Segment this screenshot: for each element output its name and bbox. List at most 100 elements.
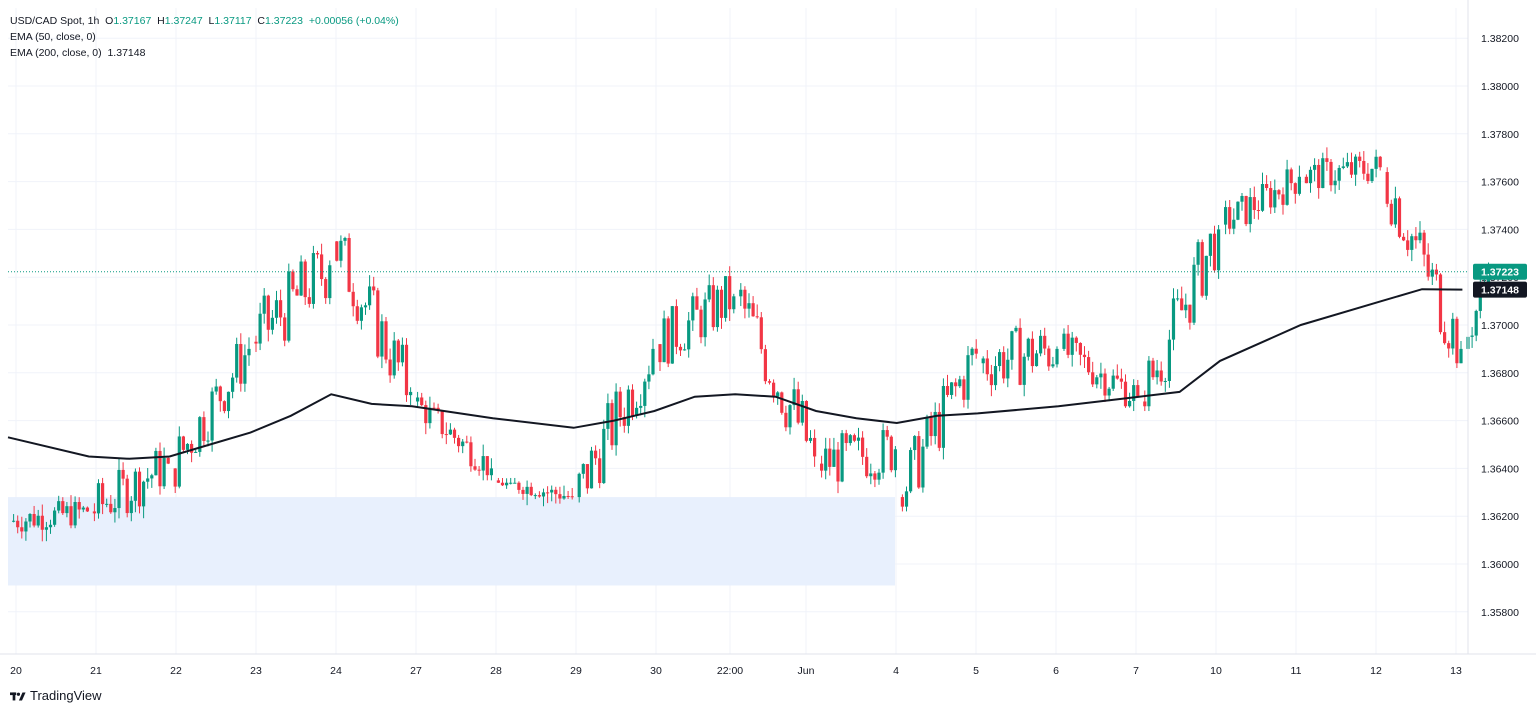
candle-body	[900, 497, 904, 507]
candle-body	[820, 463, 824, 471]
candle-body	[295, 289, 299, 296]
candle-body	[432, 407, 436, 409]
candle-body	[380, 321, 384, 357]
candle-body	[1180, 298, 1184, 311]
ema200-legend-value: 1.37148	[107, 47, 146, 59]
candle-body	[404, 344, 409, 396]
candle-body	[509, 482, 513, 484]
candle-body	[1188, 304, 1192, 323]
candle-body	[12, 520, 16, 522]
candle-body	[687, 320, 691, 350]
candle-body	[747, 303, 751, 309]
candle-body	[1159, 370, 1163, 382]
candle-body	[909, 450, 913, 492]
candle-body	[602, 428, 606, 484]
candle-body	[639, 405, 643, 408]
candle-body	[65, 506, 69, 514]
candle-body	[1402, 236, 1406, 241]
candle-body	[869, 473, 873, 477]
candle-body	[962, 379, 966, 400]
candle-body	[465, 441, 469, 443]
candle-body	[239, 343, 243, 384]
candle-body	[424, 405, 428, 424]
ema50-legend[interactable]: EMA (50, close, 0)	[10, 29, 399, 45]
ohlc-high: 1.37247	[164, 15, 203, 27]
y-tick-label: 1.36800	[1481, 368, 1519, 380]
candle-body	[828, 448, 832, 467]
candle-body	[355, 306, 359, 321]
candle-body	[477, 469, 481, 471]
candle-body	[993, 366, 998, 386]
x-tick-label: 22	[170, 665, 182, 677]
ohlc-close-key: C	[257, 15, 266, 27]
candle-body	[452, 429, 457, 438]
candle-body	[1325, 158, 1329, 162]
y-tick-label: 1.36200	[1481, 511, 1519, 523]
candle-body	[485, 456, 489, 476]
candle-body	[1389, 203, 1393, 225]
x-tick-label: 21	[90, 665, 102, 677]
candle-body	[651, 348, 655, 375]
x-tick-label: 10	[1210, 665, 1222, 677]
candle-body	[173, 468, 177, 487]
candle-body	[28, 513, 32, 522]
candle-body	[231, 377, 235, 392]
candle-body	[711, 285, 715, 328]
candle-body	[206, 440, 210, 442]
candle-body	[359, 307, 363, 321]
candle-body	[1132, 385, 1136, 401]
candle-body	[1260, 184, 1265, 211]
candle-body	[53, 510, 57, 525]
candle-body	[194, 451, 198, 453]
y-tick-label: 1.36400	[1481, 463, 1519, 475]
candle-body	[699, 309, 703, 338]
candle-body	[1418, 232, 1422, 241]
candle-body	[1212, 233, 1217, 271]
candle-body	[181, 436, 185, 450]
candle-body	[32, 513, 36, 526]
candle-body	[881, 430, 885, 473]
candle-body	[363, 305, 368, 308]
candle-body	[351, 291, 355, 307]
candle-body	[546, 492, 550, 494]
candle-body	[929, 416, 933, 437]
candle-body	[1034, 353, 1039, 367]
candle-body	[158, 450, 162, 487]
candle-body	[166, 457, 170, 464]
ema200-legend[interactable]: EMA (200, close, 0) 1.37148	[10, 45, 399, 61]
candle-body	[416, 397, 420, 402]
candle-body	[933, 411, 937, 437]
candle-body	[1438, 274, 1443, 333]
candle-body	[1082, 354, 1087, 358]
candle-body	[1208, 233, 1212, 256]
tradingview-brand[interactable]: TradingView	[10, 688, 102, 703]
candle-body	[372, 286, 376, 291]
candle-body	[396, 340, 400, 363]
candle-body	[1099, 373, 1103, 378]
chart-legend: USD/CAD Spot, 1h O1.37167 H1.37247 L1.37…	[10, 13, 399, 61]
candle-body	[925, 416, 929, 447]
candle-body	[303, 261, 307, 298]
candle-body	[1070, 337, 1074, 355]
candle-body	[400, 344, 404, 363]
candle-body	[703, 299, 707, 338]
candle-body	[622, 417, 626, 426]
candle-body	[550, 489, 554, 493]
candle-body	[376, 290, 380, 357]
candle-body	[1313, 164, 1317, 170]
candle-body	[937, 411, 941, 448]
candle-body	[529, 486, 533, 496]
candle-body	[917, 436, 921, 488]
candle-body	[1155, 370, 1159, 378]
candle-body	[1051, 364, 1055, 367]
candle-body	[767, 381, 772, 383]
candle-body	[724, 276, 728, 318]
candle-body	[235, 343, 239, 378]
candle-body	[287, 271, 291, 341]
candle-body	[1474, 310, 1478, 336]
candle-body	[1281, 194, 1285, 205]
candle-body	[763, 349, 767, 382]
candle-body	[945, 385, 950, 395]
